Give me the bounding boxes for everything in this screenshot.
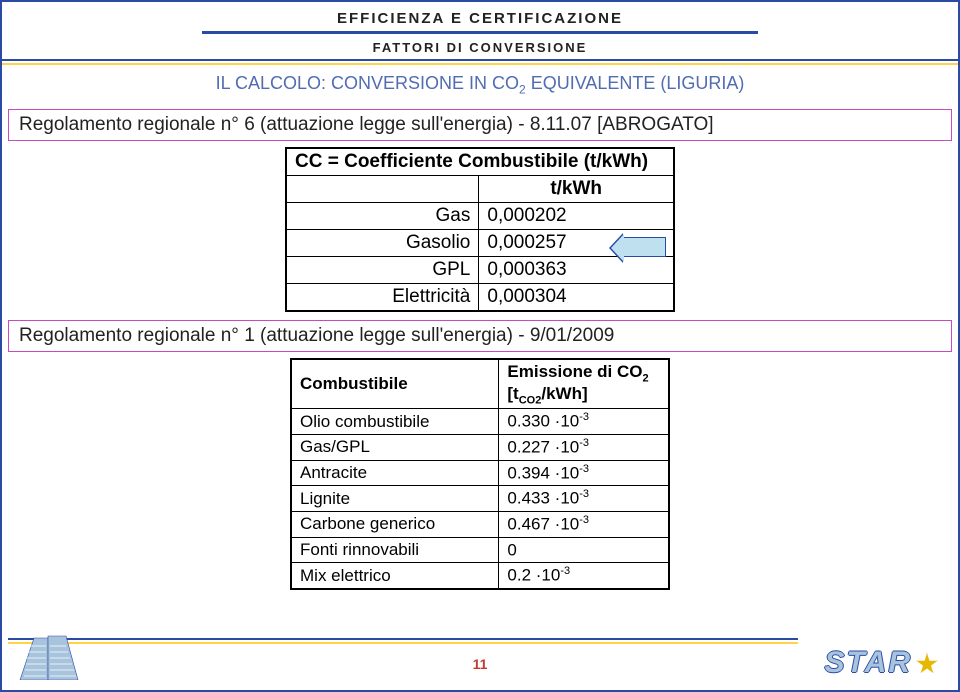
divider-blue [2, 59, 958, 61]
emis-fuel: Lignite [291, 486, 499, 512]
emis-col2-line1: Emissione di CO [507, 362, 642, 381]
emis-val: 0.433 ·10-3 [499, 486, 669, 512]
title-sub: FATTORI DI CONVERSIONE [2, 38, 958, 57]
emis-val: 0 [499, 537, 669, 563]
star-logo-text: STAR [825, 646, 912, 679]
arrow-left-icon [622, 237, 666, 257]
cc-value: 0,000304 [479, 283, 674, 311]
cc-label: Gasolio [286, 229, 479, 256]
footer-rule-blue [8, 638, 798, 640]
divider-yellow [2, 63, 958, 65]
table-cc-unit: t/kWh [479, 175, 674, 202]
emis-fuel: Antracite [291, 460, 499, 486]
emis-col2-unit-pre: [t [507, 384, 518, 403]
tables-region: CC = Coefficiente Combustibile (t/kWh) t… [2, 147, 958, 312]
callout-arrow [622, 237, 666, 257]
emis-fuel: Mix elettrico [291, 563, 499, 589]
emis-val: 0.467 ·10-3 [499, 512, 669, 538]
emis-fuel: Fonti rinnovabili [291, 537, 499, 563]
heading-calc-sub: 2 [519, 83, 526, 97]
cc-label: Gas [286, 202, 479, 229]
divider-blue-thick [202, 31, 758, 34]
emis-val: 0.394 ·10-3 [499, 460, 669, 486]
emis-col2-unit-sub: CO2 [519, 394, 542, 406]
emis-val: 0.330 ·10-3 [499, 409, 669, 435]
table-emissioni: Combustibile Emissione di CO2 [tCO2/kWh]… [290, 358, 670, 590]
heading-calc-post: EQUIVALENTE (LIGURIA) [526, 73, 745, 93]
slide-page: EFFICIENZA E CERTIFICAZIONE FATTORI DI C… [0, 0, 960, 692]
title-main: EFFICIENZA E CERTIFICAZIONE [2, 2, 958, 29]
building-logo [16, 630, 80, 680]
reg-box-1: Regolamento regionale n° 1 (attuazione l… [8, 320, 952, 352]
cc-value: 0,000202 [479, 202, 674, 229]
emis-fuel: Olio combustibile [291, 409, 499, 435]
emis-fuel: Carbone generico [291, 512, 499, 538]
star-logo: STAR [825, 646, 938, 680]
emis-col1-header: Combustibile [291, 359, 499, 409]
page-number: 11 [473, 656, 488, 672]
emis-col2-sub: 2 [642, 372, 648, 384]
emis-col2-header: Emissione di CO2 [tCO2/kWh] [499, 359, 669, 409]
emis-val: 0.227 ·10-3 [499, 435, 669, 461]
heading-calc: IL CALCOLO: CONVERSIONE IN CO2 EQUIVALEN… [2, 69, 958, 105]
table-cc: CC = Coefficiente Combustibile (t/kWh) t… [285, 147, 675, 312]
cc-label: Elettricità [286, 283, 479, 311]
footer-rule-yellow [8, 642, 798, 644]
cc-empty [286, 175, 479, 202]
emis-val: 0.2 ·10-3 [499, 563, 669, 589]
emis-fuel: Gas/GPL [291, 435, 499, 461]
table-cc-header: CC = Coefficiente Combustibile (t/kWh) [286, 148, 674, 176]
cc-value: 0,000363 [479, 256, 674, 283]
reg-box-6: Regolamento regionale n° 6 (attuazione l… [8, 109, 952, 141]
heading-calc-pre: IL CALCOLO: CONVERSIONE IN CO [216, 73, 519, 93]
emis-col2-unit-post: /kWh] [541, 384, 587, 403]
cc-label: GPL [286, 256, 479, 283]
star-icon [916, 653, 938, 675]
building-icon [16, 630, 80, 680]
